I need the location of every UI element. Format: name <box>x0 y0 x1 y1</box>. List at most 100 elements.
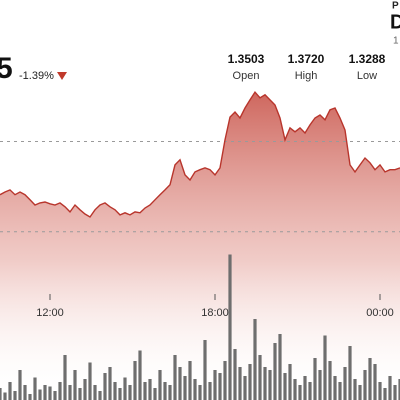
volume-bar <box>158 370 162 400</box>
volume-bar <box>28 394 32 400</box>
volume-bar <box>353 379 357 400</box>
volume-bar <box>333 376 337 400</box>
volume-bar <box>58 382 62 400</box>
stat-value: 1.3720 <box>288 52 325 66</box>
volume-bar <box>73 370 77 400</box>
volume-bar <box>98 391 102 400</box>
volume-bar <box>233 349 237 400</box>
volume-bar <box>183 376 187 400</box>
volume-bar <box>118 388 122 400</box>
volume-bar <box>188 361 192 400</box>
volume-bar <box>393 385 397 400</box>
volume-bar <box>303 376 307 400</box>
volume-bar <box>203 340 207 400</box>
volume-bar <box>308 382 312 400</box>
volume-bar <box>53 391 57 400</box>
volume-bar <box>238 367 242 400</box>
volume-bar <box>293 379 297 400</box>
volume-bar <box>23 385 27 400</box>
plot: 12:00 18:00 00:00 <box>0 90 400 400</box>
volume-bar <box>43 385 47 400</box>
volume-bar <box>133 361 137 400</box>
volume-bar <box>378 382 382 400</box>
volume-bar <box>163 382 167 400</box>
volume-bar <box>0 388 2 400</box>
volume-bar <box>38 389 42 400</box>
corner-text: 1 <box>393 36 399 47</box>
volume-bar <box>173 355 177 400</box>
volume-bar <box>3 392 7 400</box>
volume-bar <box>248 364 252 400</box>
volume-bar <box>288 364 292 400</box>
volume-bar <box>68 385 72 400</box>
stat-value: 1.3503 <box>228 52 265 66</box>
volume-bar <box>128 385 132 400</box>
x-tick-label: 00:00 <box>366 307 394 319</box>
volume-bar <box>63 355 67 400</box>
volume-bar <box>8 382 12 400</box>
volume-bar <box>323 335 327 400</box>
volume-bar <box>363 370 367 400</box>
volume-bar <box>358 385 362 400</box>
volume-bar <box>318 370 322 400</box>
volume-bar <box>93 385 97 400</box>
volume-bar <box>373 364 377 400</box>
volume-bar <box>13 391 17 400</box>
volume-bar <box>123 377 127 400</box>
volume-bar <box>263 367 267 400</box>
volume-bar <box>328 361 332 400</box>
volume-bar <box>153 388 157 400</box>
volume-bar <box>48 386 52 400</box>
volume-bar <box>148 379 152 400</box>
volume-bar <box>103 373 107 400</box>
volume-bar <box>398 379 400 400</box>
volume-bar <box>168 385 172 400</box>
volume-bar <box>298 385 302 400</box>
volume-bar <box>253 319 257 400</box>
volume-bar <box>223 361 227 400</box>
volume-bar <box>343 367 347 400</box>
volume-bar <box>113 382 117 400</box>
x-tick-label: 18:00 <box>201 307 229 319</box>
stat-label: Open <box>233 70 260 82</box>
volume-bar <box>193 379 197 400</box>
volume-bar <box>198 385 202 400</box>
corner-text: P <box>392 1 399 12</box>
price: 5 <box>0 52 13 85</box>
volume-bar <box>368 358 372 400</box>
volume-bar <box>278 334 282 400</box>
volume-bar <box>313 358 317 400</box>
x-tick-label: 12:00 <box>36 307 64 319</box>
volume-bar <box>108 367 112 400</box>
volume-bar <box>33 377 37 400</box>
volume-bar <box>258 355 262 400</box>
volume-bar <box>268 370 272 400</box>
volume-bar <box>208 382 212 400</box>
area-fill <box>0 92 400 400</box>
volume-bar <box>78 388 82 400</box>
volume-bar <box>338 382 342 400</box>
volume-bar <box>178 367 182 400</box>
volume-bar <box>213 370 217 400</box>
stat-value: 1.3288 <box>349 52 386 66</box>
volume-bar <box>383 388 387 400</box>
volume-bar <box>348 346 352 400</box>
volume-bar <box>138 350 142 400</box>
stat-label: High <box>295 70 318 82</box>
corner-text: D <box>390 11 400 33</box>
volume-bar <box>228 254 232 400</box>
volume-bar <box>218 373 222 400</box>
volume-bar <box>18 370 22 400</box>
volume-bar <box>273 343 277 400</box>
volume-bar <box>143 382 147 400</box>
volume-bar <box>283 373 287 400</box>
volume-bar <box>243 376 247 400</box>
down-arrow <box>57 72 67 80</box>
volume-bar <box>388 376 392 400</box>
change: -1.39% <box>19 70 54 82</box>
volume-bar <box>88 362 92 400</box>
stat-label: Low <box>357 70 377 82</box>
price-line <box>0 90 400 218</box>
